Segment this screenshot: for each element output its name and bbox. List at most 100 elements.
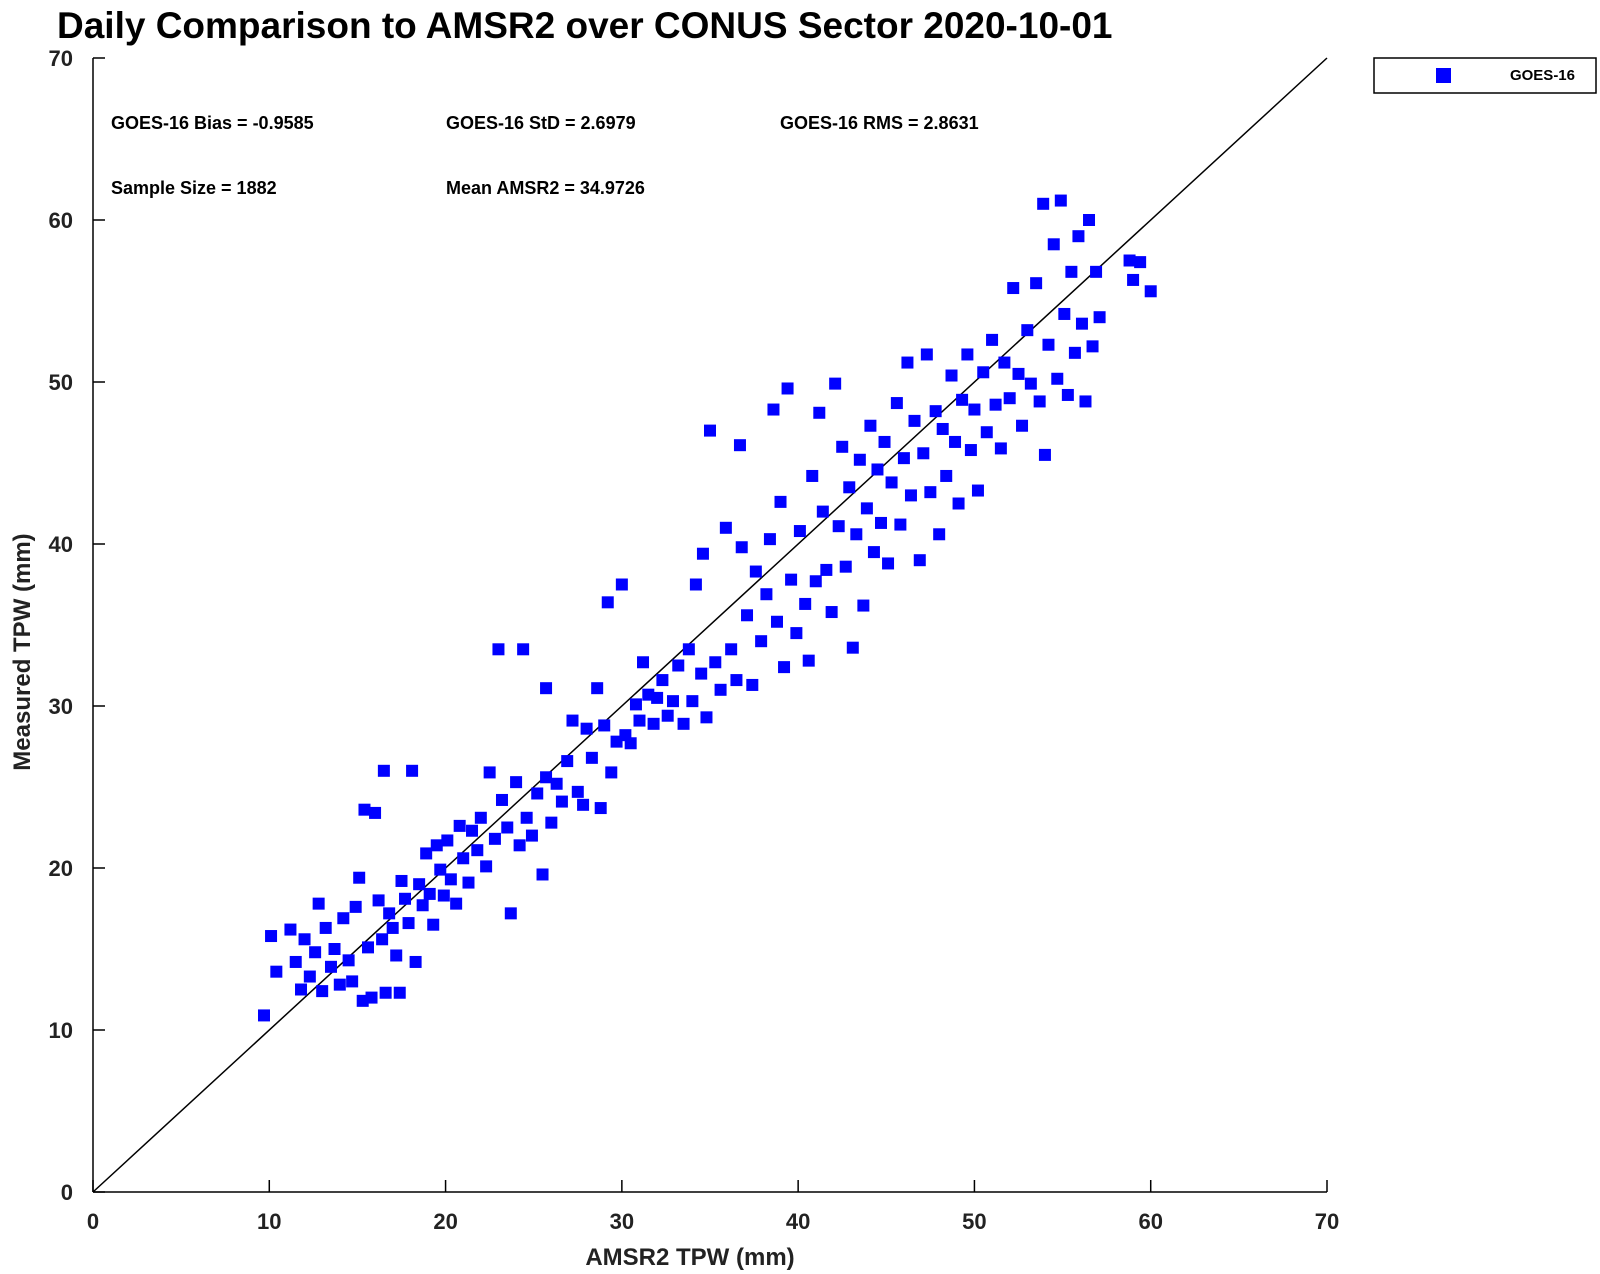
- data-point: [444, 873, 457, 886]
- data-point: [920, 348, 933, 361]
- y-axis-ticks: 0 10 20 30 40 50 60 70: [49, 46, 105, 1205]
- data-point: [924, 486, 937, 499]
- data-point: [1012, 367, 1025, 380]
- data-point: [871, 463, 884, 476]
- data-point: [555, 795, 568, 808]
- data-point: [785, 573, 798, 586]
- data-point: [316, 985, 329, 998]
- data-point: [474, 811, 487, 824]
- data-point: [709, 656, 722, 669]
- data-point: [1072, 230, 1085, 243]
- data-point: [561, 755, 574, 768]
- data-point: [767, 403, 780, 416]
- data-point: [372, 894, 385, 907]
- data-point: [309, 946, 322, 959]
- chart-title: Daily Comparison to AMSR2 over CONUS Sec…: [57, 5, 1113, 46]
- data-point: [1021, 324, 1034, 337]
- data-point: [878, 435, 891, 448]
- data-point: [265, 930, 278, 943]
- data-point: [545, 816, 558, 829]
- legend-marker: [1436, 68, 1451, 83]
- data-point: [846, 641, 859, 654]
- legend-box: [1373, 57, 1597, 94]
- data-point: [601, 596, 614, 609]
- data-point: [591, 682, 604, 695]
- data-point: [904, 489, 917, 502]
- data-point: [850, 528, 863, 541]
- data-point: [749, 565, 762, 578]
- data-point: [746, 678, 759, 691]
- data-point: [504, 907, 517, 920]
- data-point: [1144, 285, 1157, 298]
- data-point: [362, 941, 375, 954]
- data-point: [1007, 282, 1020, 295]
- data-point: [689, 578, 702, 591]
- data-point: [1075, 317, 1088, 330]
- data-point: [901, 356, 914, 369]
- data-point: [799, 597, 812, 610]
- data-point: [453, 819, 466, 832]
- data-point: [890, 397, 903, 410]
- data-point: [633, 714, 646, 727]
- data-point: [1065, 265, 1078, 278]
- data-point: [843, 481, 856, 494]
- y-tick-label: 60: [49, 208, 73, 233]
- y-tick-label: 20: [49, 856, 73, 881]
- data-point: [867, 546, 880, 559]
- y-tick-label: 30: [49, 694, 73, 719]
- data-point: [594, 802, 607, 815]
- data-point: [874, 516, 887, 529]
- data-point: [303, 970, 316, 983]
- x-tick-label: 20: [433, 1209, 457, 1234]
- data-point: [936, 422, 949, 435]
- data-point: [809, 575, 822, 588]
- data-point: [1047, 238, 1060, 251]
- stat-sample-size: Sample Size = 1882: [111, 178, 277, 198]
- data-point: [763, 533, 776, 546]
- data-point: [513, 839, 526, 852]
- data-point: [897, 452, 910, 465]
- data-point: [1127, 273, 1140, 286]
- data-point: [735, 541, 748, 554]
- data-point: [1054, 194, 1067, 207]
- x-tick-label: 40: [786, 1209, 810, 1234]
- data-point: [964, 444, 977, 457]
- plot-area: [92, 58, 1327, 1193]
- data-point: [1086, 340, 1099, 353]
- data-point: [577, 798, 590, 811]
- data-point: [1042, 338, 1055, 351]
- data-point: [423, 887, 436, 900]
- data-point: [1134, 256, 1147, 269]
- data-point: [333, 978, 346, 991]
- y-axis-label: Measured TPW (mm): [9, 533, 36, 770]
- stat-rms: GOES-16 RMS = 2.8631: [780, 113, 979, 133]
- data-point: [289, 955, 302, 968]
- data-point: [961, 348, 974, 361]
- stat-std: GOES-16 StD = 2.6979: [446, 113, 636, 133]
- data-point: [420, 847, 433, 860]
- data-point: [540, 771, 553, 784]
- data-point: [483, 766, 496, 779]
- data-point: [741, 609, 754, 622]
- data-point: [413, 878, 426, 891]
- data-point: [836, 440, 849, 453]
- stats-block: GOES-16 Bias = -0.9585 GOES-16 StD = 2.6…: [111, 113, 979, 198]
- data-point: [337, 912, 350, 925]
- data-point: [346, 975, 359, 988]
- data-point: [531, 787, 544, 800]
- data-point: [585, 751, 598, 764]
- data-point: [1079, 395, 1092, 408]
- data-point: [376, 933, 389, 946]
- data-point: [790, 627, 803, 640]
- data-point: [1058, 307, 1071, 320]
- data-point: [624, 737, 637, 750]
- data-point: [598, 719, 611, 732]
- y-tick-label: 0: [61, 1180, 73, 1205]
- data-point: [342, 954, 355, 967]
- x-tick-label: 50: [962, 1209, 986, 1234]
- data-point: [956, 393, 969, 406]
- data-point: [986, 333, 999, 346]
- data-point: [933, 528, 946, 541]
- data-point: [882, 557, 895, 570]
